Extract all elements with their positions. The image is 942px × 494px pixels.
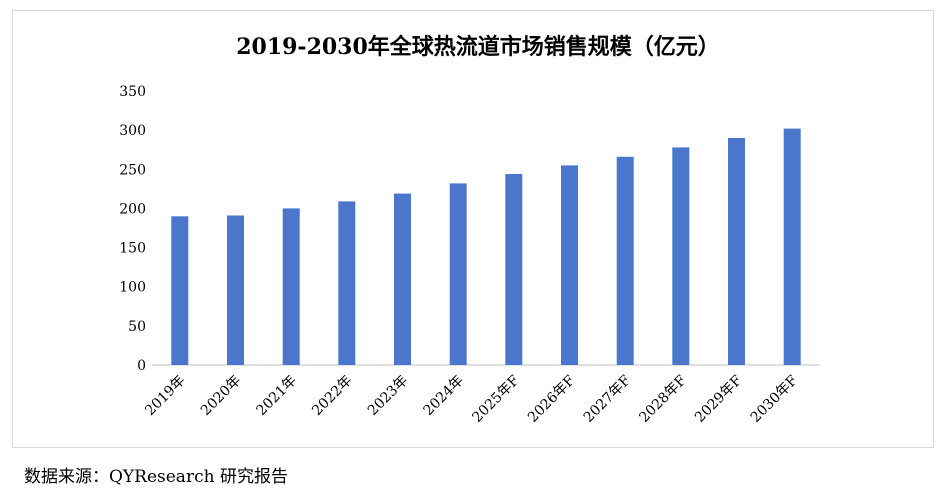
y-tick-label: 100 xyxy=(119,280,146,296)
bar xyxy=(227,215,244,365)
x-tick-label: 2021年 xyxy=(254,373,300,419)
x-tick-label: 2028年F xyxy=(636,372,689,425)
x-tick-label: 2030年F xyxy=(748,372,801,425)
x-tick-label: 2029年F xyxy=(692,372,745,425)
y-tick-label: 0 xyxy=(137,358,146,374)
y-tick-label: 150 xyxy=(119,241,146,257)
bar xyxy=(449,183,467,365)
y-tick-label: 50 xyxy=(128,319,146,335)
chart-title: 2019-2030年全球热流道市场销售规模（亿元） xyxy=(236,34,720,60)
bar xyxy=(561,165,578,365)
bar xyxy=(616,156,634,365)
x-tick-label: 2025年F xyxy=(469,372,522,425)
y-tick-label: 300 xyxy=(119,123,146,139)
x-tick-label: 2023年 xyxy=(365,373,411,419)
x-axis: 2019年 2020年 2021年 2022年 2023年 2024年 2025年F 2026… xyxy=(142,364,820,426)
y-tick-label: 350 xyxy=(119,84,146,100)
x-tick-label: 2024年 xyxy=(421,373,467,419)
bars xyxy=(171,128,801,365)
bar-chart: 2019-2030年全球热流道市场销售规模（亿元） 0 50 100 150 200 25… xyxy=(119,34,820,426)
x-tick-label: 2022年 xyxy=(309,373,355,419)
bar xyxy=(783,128,801,365)
chart-frame xyxy=(12,10,934,448)
bar xyxy=(728,138,745,365)
bar xyxy=(394,193,411,365)
y-axis: 0 50 100 150 200 250 300 350 xyxy=(119,84,146,374)
bar xyxy=(282,208,300,365)
y-tick-label: 250 xyxy=(119,162,146,178)
source-note: 数据来源：QYResearch 研究报告 xyxy=(24,467,288,487)
x-tick-label: 2019年 xyxy=(142,373,188,419)
x-tick-label: 2027年F xyxy=(581,372,634,425)
bar xyxy=(505,174,523,365)
bar xyxy=(338,201,356,365)
x-tick-label: 2026年F xyxy=(525,372,578,425)
x-tick-label: 2020年 xyxy=(198,373,244,419)
bar xyxy=(171,216,189,365)
bar xyxy=(672,147,690,365)
y-tick-label: 200 xyxy=(119,201,146,217)
